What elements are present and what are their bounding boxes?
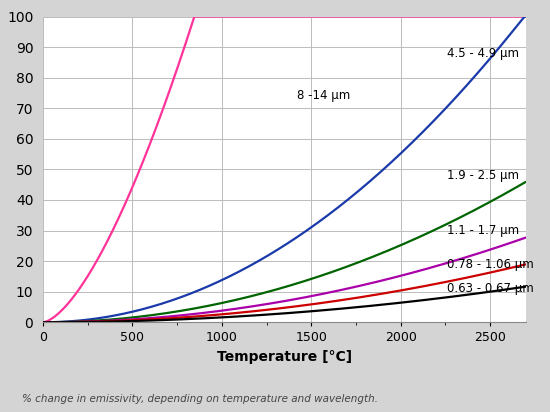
X-axis label: Temperature [°C]: Temperature [°C] <box>217 350 352 364</box>
Text: 8 -14 μm: 8 -14 μm <box>297 89 350 102</box>
Text: 4.5 - 4.9 μm: 4.5 - 4.9 μm <box>447 47 519 60</box>
Text: 1.9 - 2.5 μm: 1.9 - 2.5 μm <box>447 169 519 182</box>
Text: % change in emissivity, depending on temperature and wavelength.: % change in emissivity, depending on tem… <box>22 394 378 404</box>
Text: 0.63 - 0.67 μm: 0.63 - 0.67 μm <box>447 282 534 295</box>
Text: 1.1 - 1.7 μm: 1.1 - 1.7 μm <box>447 224 519 237</box>
Text: 0.78 - 1.06 μm: 0.78 - 1.06 μm <box>447 258 534 271</box>
